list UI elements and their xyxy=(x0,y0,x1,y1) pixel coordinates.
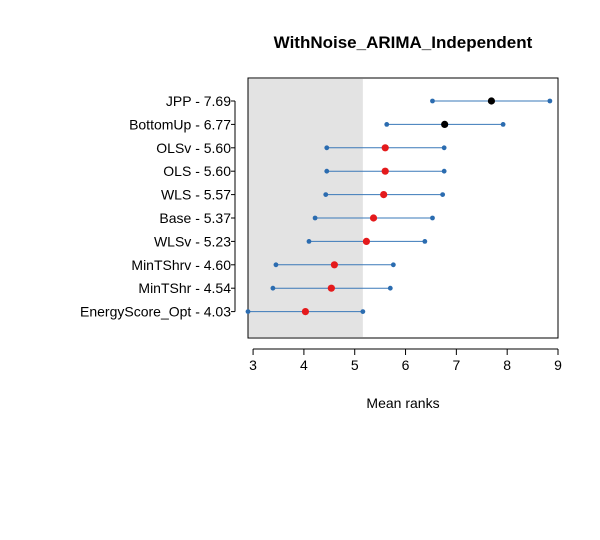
interval-low-point xyxy=(430,98,435,104)
x-tick-label: 3 xyxy=(249,357,257,373)
chart-title: WithNoise_ARIMA_Independent xyxy=(274,33,533,52)
interval-high-point xyxy=(441,168,447,174)
method-label: WLSv - 5.23 xyxy=(154,233,231,249)
interval-low-point xyxy=(324,145,330,151)
interval-high-point xyxy=(387,285,393,291)
plot-frame xyxy=(247,77,559,339)
mean-rank-point xyxy=(381,167,389,175)
x-tick-label: 6 xyxy=(402,357,410,373)
mean-rank-point xyxy=(381,144,389,152)
interval-low-point xyxy=(306,239,312,244)
method-label: Base - 5.37 xyxy=(159,210,231,226)
method-row: OLSv - 5.60 xyxy=(156,140,447,156)
method-label: EnergyScore_Opt - 4.03 xyxy=(80,304,231,320)
interval-high-point xyxy=(422,239,428,244)
method-row: JPP - 7.69 xyxy=(166,93,553,109)
method-label: JPP - 7.69 xyxy=(166,93,231,109)
interval-high-point xyxy=(547,98,553,104)
mean-rank-point xyxy=(327,284,335,292)
method-row: MinTShr - 4.54 xyxy=(138,280,393,296)
method-label: MinTShrv - 4.60 xyxy=(131,257,231,273)
interval-high-point xyxy=(390,262,396,268)
mean-rank-point xyxy=(330,261,338,269)
x-tick-label: 9 xyxy=(554,357,562,373)
interval-high-point xyxy=(440,192,446,198)
interval-low-point xyxy=(312,215,318,221)
mean-rank-point xyxy=(441,120,449,128)
mean-rank-point xyxy=(362,237,371,245)
method-label: WLS - 5.57 xyxy=(161,187,231,203)
interval-low-point xyxy=(273,262,279,268)
interval-low-point xyxy=(245,309,251,314)
x-tick-label: 5 xyxy=(351,357,359,373)
critical-difference-band xyxy=(248,79,363,337)
mean-rank-point xyxy=(369,214,378,222)
interval-low-point xyxy=(323,192,329,198)
x-axis-label: Mean ranks xyxy=(366,395,439,411)
method-label: OLSv - 5.60 xyxy=(156,140,231,156)
x-tick-label: 4 xyxy=(300,357,308,373)
interval-high-point xyxy=(441,145,447,151)
method-row: EnergyScore_Opt - 4.03 xyxy=(80,304,366,320)
method-label: BottomUp - 6.77 xyxy=(129,116,231,132)
interval-high-point xyxy=(500,122,506,127)
method-row: WLSv - 5.23 xyxy=(154,233,428,249)
interval-low-point xyxy=(324,168,330,174)
method-row: BottomUp - 6.77 xyxy=(129,116,506,132)
method-row: Base - 5.37 xyxy=(159,210,435,226)
method-label: MinTShr - 4.54 xyxy=(138,280,231,296)
interval-high-point xyxy=(360,309,366,314)
mean-rank-point xyxy=(301,308,310,316)
method-label: OLS - 5.60 xyxy=(163,163,231,179)
mean-rank-point xyxy=(380,191,388,199)
method-row: OLS - 5.60 xyxy=(163,163,447,179)
interval-low-point xyxy=(384,122,390,127)
method-row: MinTShrv - 4.60 xyxy=(131,257,396,273)
method-row: WLS - 5.57 xyxy=(161,187,446,203)
interval-low-point xyxy=(270,285,276,291)
plot-area: JPP - 7.69 BottomUp - 6.77 OLSv - 5.60 OLS … xyxy=(80,77,562,373)
mean-rank-point xyxy=(487,97,496,105)
interval-high-point xyxy=(430,215,435,221)
x-tick-label: 8 xyxy=(503,357,511,373)
x-tick-label: 7 xyxy=(452,357,460,373)
